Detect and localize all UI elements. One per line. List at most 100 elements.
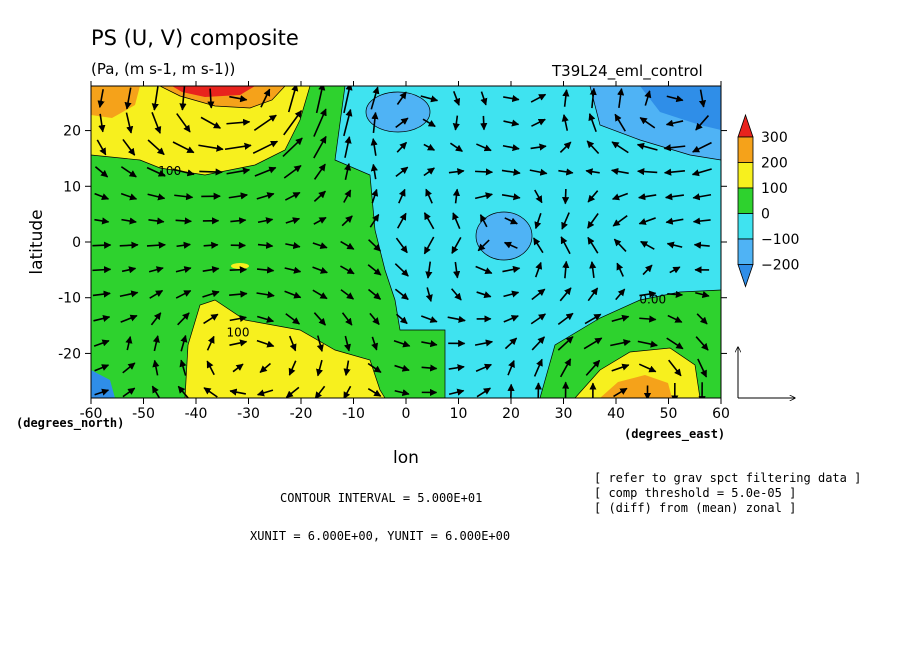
wind-arrow (423, 236, 435, 255)
wind-arrow (421, 315, 438, 323)
wind-arrow (344, 136, 352, 158)
wind-arrow (475, 363, 492, 372)
wind-arrow (228, 192, 248, 200)
wind-arrow (172, 168, 195, 177)
wind-arrow (558, 168, 574, 176)
x-tick-label: 30 (555, 406, 573, 422)
wind-arrow (312, 242, 328, 250)
colorbar-segment (737, 238, 754, 265)
contour-interval-text: CONTOUR INTERVAL = 5.000E+01 (280, 491, 482, 505)
wind-arrow (146, 166, 166, 177)
wind-arrow (94, 217, 110, 225)
wind-arrow (343, 335, 351, 352)
wind-arrow (254, 166, 277, 177)
wind-arrow (452, 91, 461, 106)
wind-arrow (285, 386, 300, 398)
wind-arrow (477, 239, 490, 252)
wind-arrow (474, 339, 494, 347)
wind-arrow (94, 388, 110, 396)
wind-arrow (589, 87, 597, 109)
wind-arrow (92, 290, 111, 298)
wind-arrow (148, 266, 164, 274)
wind-arrow (343, 86, 353, 114)
wind-arrow (96, 139, 107, 156)
wind-arrow (562, 89, 570, 107)
wind-arrow (121, 266, 137, 274)
wind-arrow (503, 290, 520, 298)
wind-arrow (665, 193, 684, 201)
wind-arrow (642, 264, 653, 276)
wind-arrow (174, 193, 194, 201)
wind-arrow (447, 315, 466, 323)
wind-arrow (200, 116, 222, 129)
wind-arrow (203, 241, 219, 249)
wind-arrow (172, 141, 195, 154)
wind-arrow (644, 90, 652, 106)
wind-arrow (561, 212, 570, 230)
contour-line (539, 289, 721, 398)
x-axis-ticks: -60 -50 -40 -30 -20 -10 0 10 20 30 40 50 60 (80, 81, 730, 422)
wind-arrow (344, 163, 352, 181)
wind-arrow (588, 113, 597, 133)
wind-arrow (529, 168, 548, 176)
wind-arrow (585, 359, 601, 376)
wind-arrow (453, 261, 461, 279)
wind-arrow (583, 337, 603, 350)
wind-arrow (121, 217, 137, 225)
wind-arrow (421, 364, 438, 372)
wind-vectors (92, 86, 712, 398)
wind-arrow (256, 389, 274, 397)
wind-arrow (288, 335, 297, 352)
wind-arrow (395, 166, 409, 177)
wind-arrow (151, 111, 162, 134)
wind-arrow (92, 241, 112, 249)
wind-arrow (637, 167, 658, 176)
wind-arrow (479, 214, 488, 228)
wind-arrow (666, 337, 684, 350)
wind-arrow (560, 236, 571, 255)
x-tick-label: -20 (290, 406, 313, 422)
contour-line (365, 91, 431, 133)
contour-label: 0.00 (639, 292, 666, 306)
wind-arrow (229, 315, 247, 323)
region-level-250-nw (91, 86, 140, 118)
wind-arrow (120, 192, 138, 201)
wind-arrow (637, 340, 658, 348)
wind-arrow (422, 118, 436, 128)
wind-arrow (421, 340, 438, 348)
wind-arrow (284, 266, 302, 274)
wind-arrow (395, 117, 409, 129)
wind-arrow (152, 359, 160, 376)
colorbar-segment (737, 136, 754, 163)
wind-arrow (369, 213, 380, 228)
region-level-350-north (172, 86, 255, 97)
wind-arrow (425, 287, 433, 302)
region-level-m250-ne (640, 86, 721, 130)
wind-arrow (503, 241, 518, 249)
wind-arrow (256, 192, 275, 200)
wind-arrow (203, 387, 218, 398)
wind-arrow (589, 261, 597, 278)
wind-arrow (476, 291, 492, 299)
y-axis-label: latitude (27, 209, 47, 274)
wind-arrow (313, 190, 326, 202)
wind-arrow (502, 265, 521, 273)
wind-arrow (394, 263, 409, 277)
wind-arrow (695, 115, 710, 131)
contour-labels: 100 100 0.00 (158, 164, 666, 340)
wind-arrow (613, 387, 628, 398)
wind-arrow (256, 266, 275, 274)
wind-arrow (313, 163, 326, 180)
wind-arrow (639, 290, 657, 298)
x-tick-label: 60 (712, 406, 730, 422)
x-tick-label: -30 (237, 406, 260, 422)
experiment-label: T39L24_eml_control (551, 62, 703, 81)
wind-arrow (615, 288, 626, 301)
wind-arrow (314, 385, 326, 398)
wind-arrow (613, 238, 627, 253)
wind-arrow (533, 358, 543, 377)
wind-arrow (559, 141, 572, 153)
wind-arrow (395, 237, 408, 254)
x-tick-label: -60 (80, 406, 103, 422)
wind-arrow (93, 339, 110, 347)
